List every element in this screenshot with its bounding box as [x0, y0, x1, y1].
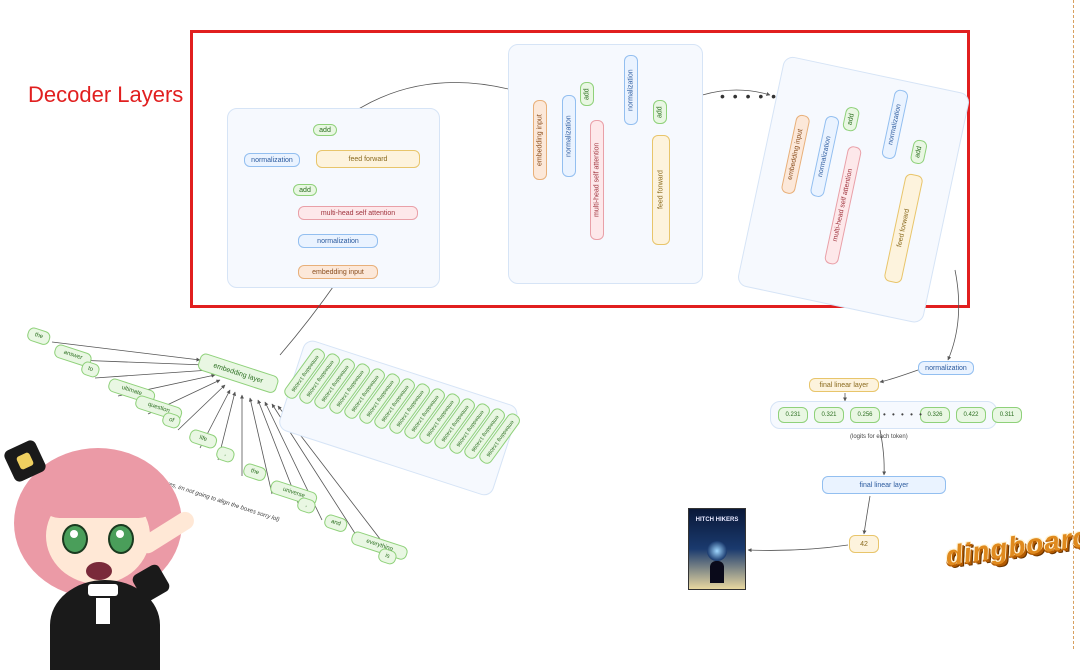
logit-5: 0.311: [992, 407, 1022, 423]
feedforward-1: feed forward: [316, 150, 420, 168]
add2-1: add: [313, 124, 337, 136]
logits-ellipsis: • • • • •: [883, 410, 924, 419]
feedforward-2: feed forward: [652, 135, 670, 245]
logit-4: 0.422: [956, 407, 986, 423]
token-2: to: [80, 360, 101, 379]
dingboard-logo: dingboard!: [944, 519, 1080, 572]
attention-1: multi-head self attention: [298, 206, 418, 220]
section-title: Decoder Layers: [28, 82, 183, 108]
final-linear-2: final linear layer: [822, 476, 946, 494]
add2-2: add: [653, 100, 667, 124]
add1-2: add: [580, 82, 594, 106]
norm1-2: normalization: [562, 95, 576, 177]
embedding-layer: embedding layer: [196, 352, 280, 394]
token-7: ,: [215, 445, 236, 464]
logit-1: 0.321: [814, 407, 844, 423]
token-8: the: [242, 462, 268, 482]
logit-0: 0.231: [778, 407, 808, 423]
norm2-1: normalization: [244, 153, 300, 167]
logit-3: 0.326: [920, 407, 950, 423]
embedding-input-1: embedding input: [298, 265, 378, 279]
norm2-2: normalization: [624, 55, 638, 125]
answer-42: 42: [849, 535, 879, 553]
logit-2: 0.256: [850, 407, 880, 423]
token-0: the: [26, 326, 52, 346]
norm1-1: normalization: [298, 234, 378, 248]
margin-guide: [1073, 0, 1074, 649]
add1-1: add: [293, 184, 317, 196]
output-normalization: normalization: [918, 361, 974, 375]
anya-character: [0, 420, 200, 650]
token-11: and: [323, 513, 349, 533]
logits-caption: (logits for each token): [850, 434, 908, 440]
embedding-input-2: embedding input: [533, 100, 547, 180]
hitchhikers-poster: HITCH HIKERS: [688, 508, 746, 590]
attention-2: multi-head self attention: [590, 120, 604, 240]
final-linear-1: final linear layer: [809, 378, 879, 392]
